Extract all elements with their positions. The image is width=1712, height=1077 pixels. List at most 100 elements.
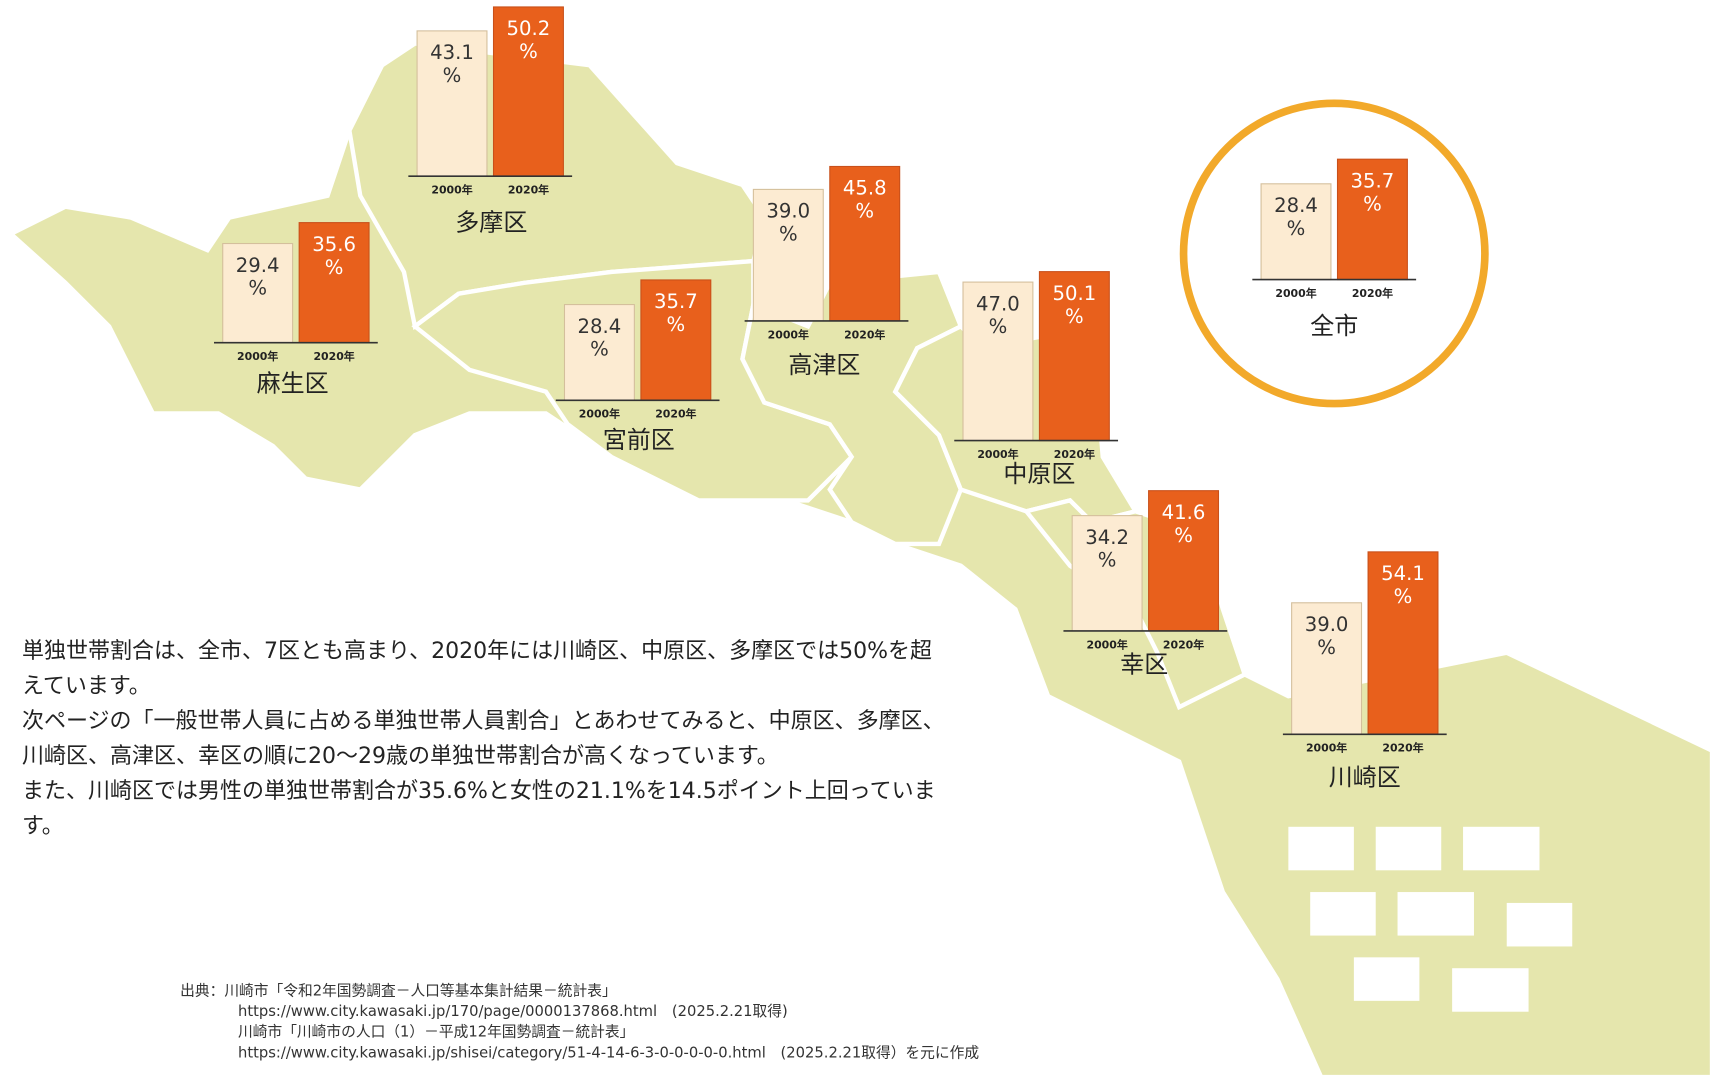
value-label: 50.2% <box>507 17 551 63</box>
value-label-part: % <box>590 338 609 361</box>
value-label: 45.8% <box>843 177 887 223</box>
value-label-part: % <box>667 313 686 336</box>
value-label-part: 39.0 <box>1305 613 1349 636</box>
value-label: 47.0% <box>976 292 1020 338</box>
value-label-part: % <box>1098 549 1117 572</box>
year-label: 2020年 <box>508 183 549 197</box>
value-label-part: % <box>325 256 344 279</box>
year-label: 2020年 <box>1054 447 1095 461</box>
district-name: 中原区 <box>1003 460 1075 488</box>
map-islands <box>1288 826 1573 1012</box>
value-label-part: 29.4 <box>236 254 280 277</box>
value-label: 28.4% <box>1274 194 1318 240</box>
value-label-part: 35.7 <box>654 290 698 313</box>
bar <box>1148 490 1220 632</box>
value-label-part: % <box>1287 217 1306 240</box>
value-label-part: % <box>1317 636 1336 659</box>
year-label: 2020年 <box>1382 741 1423 755</box>
year-label: 2000年 <box>1087 637 1128 651</box>
bar <box>640 279 712 401</box>
year-label: 2020年 <box>313 349 354 363</box>
bar <box>492 6 564 177</box>
bar <box>563 304 635 401</box>
year-label: 2000年 <box>768 327 809 341</box>
value-label-part: 28.4 <box>578 315 622 338</box>
year-label: 2000年 <box>1275 286 1316 300</box>
value-label-part: % <box>519 40 538 63</box>
value-label-part: % <box>1363 192 1382 215</box>
value-label-part: 54.1 <box>1381 562 1425 585</box>
district-name: 高津区 <box>788 351 860 379</box>
district-name: 幸区 <box>1120 650 1168 678</box>
bar <box>1260 183 1332 281</box>
source-line: https://www.city.kawasaki.jp/170/page/00… <box>238 1003 788 1020</box>
value-label-part: % <box>989 315 1008 338</box>
value-label: 50.1% <box>1052 282 1096 328</box>
year-label: 2000年 <box>431 183 472 197</box>
bar <box>222 242 294 344</box>
bar <box>752 188 824 322</box>
district-name: 宮前区 <box>603 426 675 454</box>
value-label-part: % <box>1174 524 1193 547</box>
note: 単独世帯割合は、全市、7区とも高まり、2020年には川崎区、中原区、多摩区では5… <box>22 634 952 844</box>
value-label-part: % <box>443 64 462 87</box>
value-label-part: % <box>1065 305 1084 328</box>
note-paragraph: また、川崎区では男性の単独世帯割合が35.6%と女性の21.1%を14.5ポイン… <box>22 779 936 839</box>
year-label: 2000年 <box>977 447 1018 461</box>
bar <box>1336 158 1408 281</box>
value-label-part: 41.6 <box>1162 501 1206 524</box>
year-label: 2020年 <box>655 407 696 421</box>
value-label-part: 43.1 <box>430 41 474 64</box>
value-label-part: 35.7 <box>1351 170 1395 193</box>
value-label-part: 50.2 <box>507 17 551 40</box>
district-name: 全市 <box>1310 312 1358 340</box>
note-paragraph: 単独世帯割合は、全市、7区とも高まり、2020年には川崎区、中原区、多摩区では5… <box>22 639 933 699</box>
value-label-part: % <box>1394 585 1413 608</box>
value-label: 35.7% <box>654 290 698 336</box>
value-label-part: 35.6 <box>312 233 356 256</box>
value-label-part: 39.0 <box>766 200 810 223</box>
year-label: 2000年 <box>579 407 620 421</box>
value-label-part: % <box>248 277 267 300</box>
source-line: 川崎市「川崎市の人口（1）－平成12年国勢調査－統計表」 <box>238 1024 634 1041</box>
value-label: 35.7% <box>1351 170 1395 216</box>
value-label-part: % <box>779 223 798 246</box>
value-label: 43.1% <box>430 41 474 87</box>
value-label: 35.6% <box>312 233 356 279</box>
year-label: 2020年 <box>844 327 885 341</box>
value-label: 28.4% <box>578 315 622 361</box>
value-label: 41.6% <box>1162 501 1206 547</box>
note-paragraph: 次ページの「一般世帯人員に占める単独世帯人員割合」とあわせてみると、中原区、多摩… <box>22 709 945 769</box>
year-label: 2020年 <box>1163 637 1204 651</box>
year-label: 2020年 <box>1352 286 1393 300</box>
year-label: 2000年 <box>1306 741 1347 755</box>
value-label: 54.1% <box>1381 562 1425 608</box>
value-label-part: 45.8 <box>843 177 887 200</box>
bar <box>416 30 488 177</box>
bar <box>1071 515 1143 632</box>
year-label: 2000年 <box>237 349 278 363</box>
district-name: 川崎区 <box>1329 763 1401 791</box>
value-label-part: 50.1 <box>1052 282 1096 305</box>
value-label: 29.4% <box>236 254 280 300</box>
value-label-part: 47.0 <box>976 292 1020 315</box>
value-label-part: % <box>855 200 874 223</box>
district-name: 麻生区 <box>257 370 329 398</box>
bar <box>298 222 370 344</box>
value-label: 34.2% <box>1085 526 1129 572</box>
source-line: 出典：川崎市「令和2年国勢調査－人口等基本集計結果－統計表」 <box>180 981 617 999</box>
value-label: 39.0% <box>1305 613 1349 659</box>
source-line: https://www.city.kawasaki.jp/shisei/cate… <box>238 1044 979 1061</box>
district-name: 多摩区 <box>455 209 527 237</box>
city-circle <box>1179 99 1489 408</box>
bar <box>1367 551 1439 735</box>
